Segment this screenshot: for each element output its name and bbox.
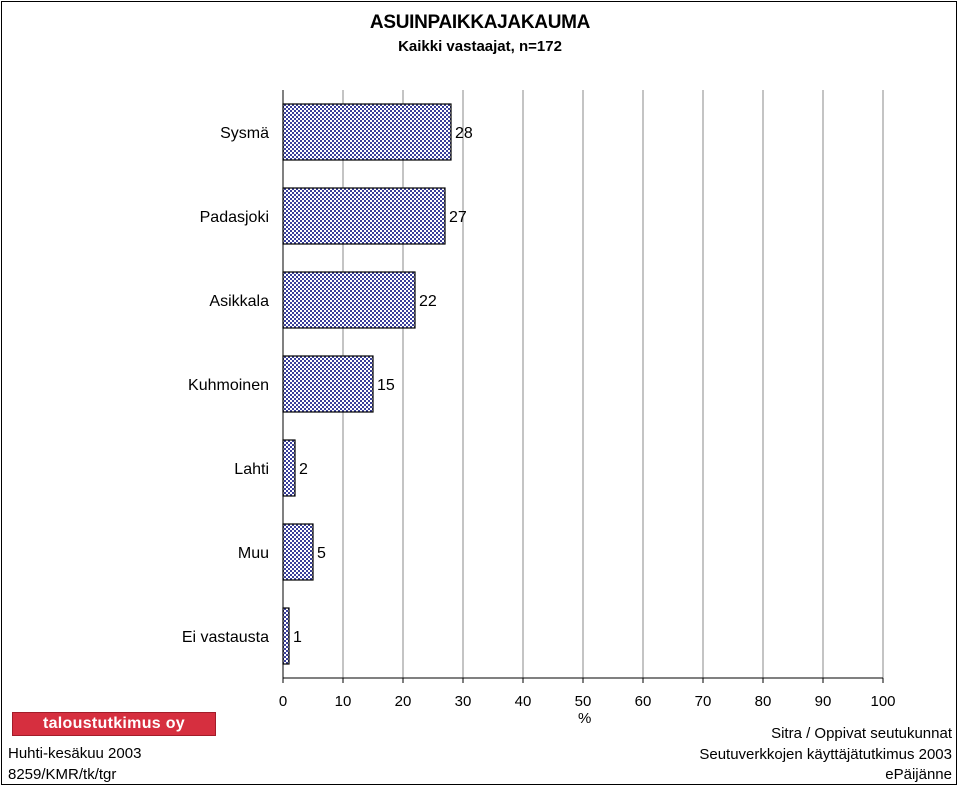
x-axis-label: % bbox=[578, 710, 592, 727]
x-tick-label: 20 bbox=[395, 693, 412, 710]
category-label: Kuhmoinen bbox=[188, 377, 269, 394]
x-tick-label: 90 bbox=[815, 693, 832, 710]
x-tick-label: 50 bbox=[575, 693, 592, 710]
x-tick-label: 70 bbox=[695, 693, 712, 710]
data-label: 15 bbox=[377, 377, 395, 394]
bar bbox=[282, 271, 416, 329]
data-label: 27 bbox=[449, 209, 467, 226]
x-tick-label: 80 bbox=[755, 693, 772, 710]
category-label: Muu bbox=[238, 545, 269, 562]
x-tick-label: 0 bbox=[279, 693, 287, 710]
logo-text: taloustutkimus oy bbox=[42, 715, 185, 732]
data-label: 22 bbox=[419, 293, 437, 310]
bar bbox=[282, 607, 290, 665]
bar bbox=[282, 355, 374, 413]
category-label: Sysmä bbox=[220, 125, 269, 142]
x-tick-label: 100 bbox=[870, 693, 895, 710]
company-logo: taloustutkimus oy bbox=[12, 712, 216, 736]
data-label: 5 bbox=[317, 545, 326, 562]
chart-title: ASUINPAIKKAJAKAUMA bbox=[369, 12, 591, 33]
x-tick-label: 40 bbox=[515, 693, 532, 710]
data-label: 28 bbox=[455, 125, 473, 142]
bar bbox=[282, 523, 314, 581]
data-label: 2 bbox=[299, 461, 308, 478]
bar bbox=[282, 103, 452, 161]
category-label: Lahti bbox=[234, 461, 269, 478]
x-tick-label: 60 bbox=[635, 693, 652, 710]
category-label: Padasjoki bbox=[200, 209, 269, 226]
footer-study: Seutuverkkojen käyttäjätutkimus 2003 bbox=[699, 746, 952, 763]
x-tick-label: 30 bbox=[455, 693, 472, 710]
bar bbox=[282, 187, 446, 245]
chart-subtitle: Kaikki vastaajat, n=172 bbox=[398, 38, 562, 55]
footer-date: Huhti-kesäkuu 2003 bbox=[8, 745, 142, 762]
category-label: Ei vastausta bbox=[182, 629, 269, 646]
data-label: 1 bbox=[293, 629, 302, 646]
footer-reference: 8259/KMR/tk/tgr bbox=[8, 766, 117, 783]
category-label: Asikkala bbox=[209, 293, 269, 310]
footer-project: ePäijänne bbox=[885, 766, 952, 783]
bar bbox=[282, 439, 296, 497]
footer-client: Sitra / Oppivat seutukunnat bbox=[771, 725, 952, 742]
x-tick-label: 10 bbox=[335, 693, 352, 710]
